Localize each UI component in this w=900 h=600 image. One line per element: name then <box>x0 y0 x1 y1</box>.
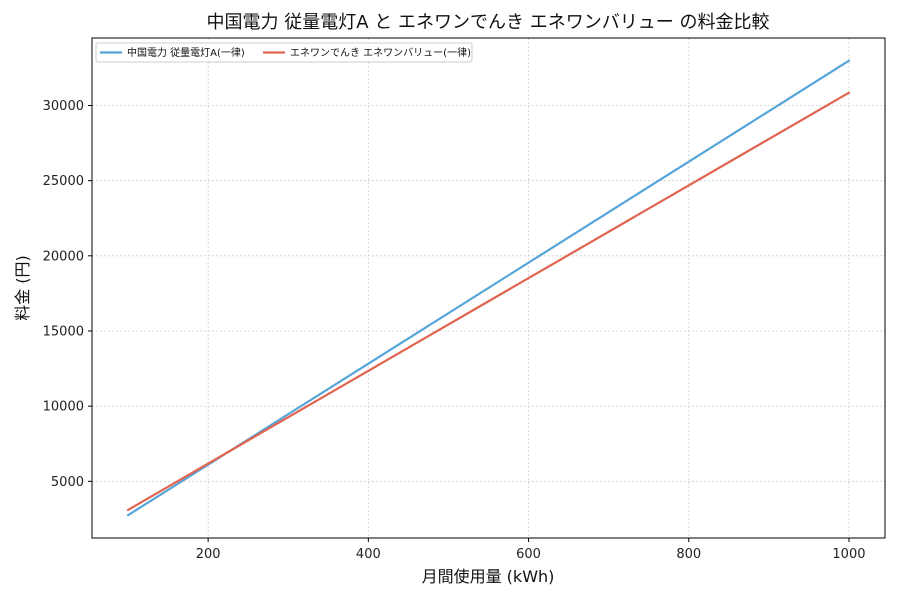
legend-label-chugoku: 中国電力 従量電灯A(一律) <box>127 46 245 59</box>
x-tick-label: 200 <box>196 547 221 562</box>
grid-lines <box>92 38 885 538</box>
x-axis-label: 月間使用量 (kWh) <box>422 567 555 586</box>
y-tick-label: 20000 <box>43 249 84 264</box>
y-tick-label: 15000 <box>43 324 84 339</box>
y-axis-ticks: 5000 10000 15000 20000 25000 30000 <box>43 99 92 490</box>
x-tick-label: 800 <box>676 547 701 562</box>
y-tick-label: 10000 <box>43 400 84 415</box>
chart-title: 中国電力 従量電灯A と エネワンでんき エネワンバリュー の料金比較 <box>207 12 770 33</box>
y-tick-label: 25000 <box>43 174 84 189</box>
legend-label-enewan: エネワンでんき エネワンバリュー(一律) <box>290 46 471 59</box>
y-axis-label: 料金 (円) <box>13 255 32 321</box>
x-tick-label: 1000 <box>832 547 865 562</box>
y-tick-label: 5000 <box>51 475 84 490</box>
x-tick-label: 600 <box>516 547 541 562</box>
series-lines <box>126 59 851 517</box>
plot-frame <box>91 37 886 539</box>
y-tick-label: 30000 <box>43 99 84 114</box>
series-line-1 <box>126 91 851 511</box>
legend: 中国電力 従量電灯A(一律) エネワンでんき エネワンバリュー(一律) <box>95 42 473 63</box>
x-tick-label: 400 <box>356 547 381 562</box>
x-axis-ticks: 200 400 600 800 1000 <box>196 538 866 562</box>
